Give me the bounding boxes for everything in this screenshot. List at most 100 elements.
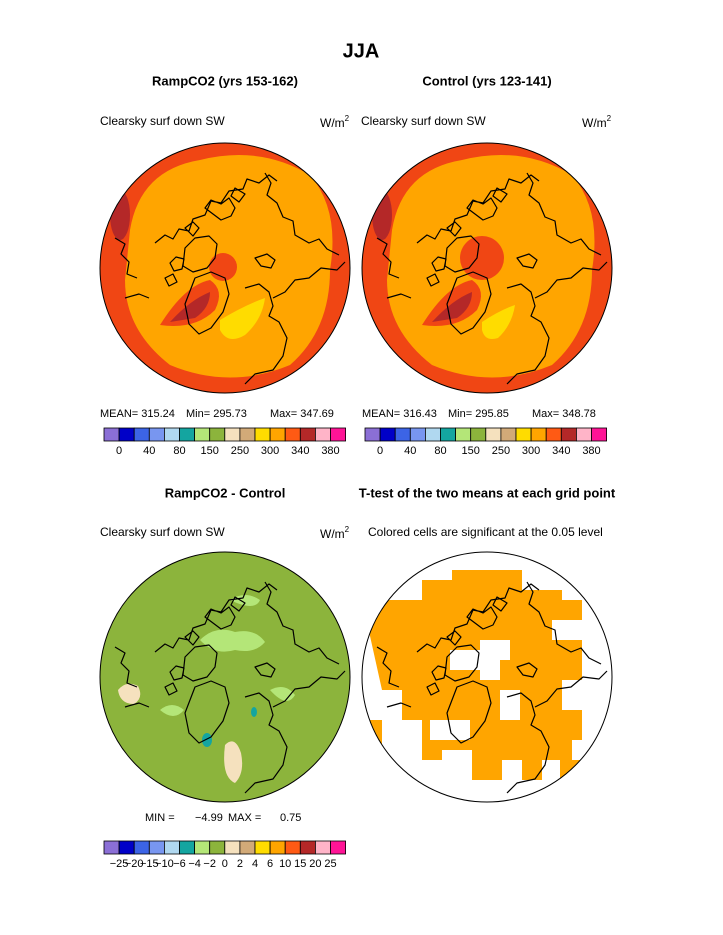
units-sup: 2 — [345, 114, 350, 123]
colorbar-box — [314, 840, 331, 855]
units-sup: 2 — [345, 525, 350, 534]
stat: −4.99 — [195, 812, 223, 824]
variable-label: Clearsky surf down SW — [361, 114, 486, 128]
colorbar-box — [103, 840, 120, 855]
colorbar-box — [224, 840, 241, 855]
colorbar-box — [394, 427, 411, 442]
colorbar-label: 10 — [279, 858, 291, 870]
stat: Max= 348.78 — [532, 408, 596, 420]
colorbar-label: 250 — [231, 445, 249, 457]
colorbar-box — [148, 840, 165, 855]
colorbar-box — [194, 840, 211, 855]
colorbar-label: −6 — [173, 858, 186, 870]
colorbar-label: 2 — [237, 858, 243, 870]
colorbar-label: 150 — [462, 445, 480, 457]
colorbar-label: 340 — [291, 445, 309, 457]
stat: MEAN= 316.43 — [362, 408, 437, 420]
colorbar-label: 0 — [116, 445, 122, 457]
units: W/m — [320, 116, 345, 130]
colorbar-label: 40 — [404, 445, 416, 457]
colorbar-box — [424, 427, 441, 442]
panel-title: Control (yrs 123-141) — [422, 73, 551, 88]
map — [100, 552, 350, 802]
colorbar-label: 380 — [321, 445, 339, 457]
colorbar-box — [284, 840, 301, 855]
colorbar-label: 0 — [222, 858, 228, 870]
colorbar-box — [254, 427, 271, 442]
colorbar-box — [515, 427, 532, 442]
colorbar-box — [224, 427, 241, 442]
units-label: W/m2 — [320, 114, 350, 130]
units-sup: 2 — [607, 114, 612, 123]
units: W/m — [582, 116, 607, 130]
colorbar-box — [500, 427, 517, 442]
colorbar-label: 6 — [267, 858, 273, 870]
colorbar-box — [545, 427, 562, 442]
colorbar-label: 80 — [434, 445, 446, 457]
colorbar-box — [118, 840, 135, 855]
colorbar-box — [269, 840, 286, 855]
colorbar-box — [299, 427, 316, 442]
colorbar-box — [133, 840, 150, 855]
units: W/m — [320, 527, 345, 541]
colorbar-label: −10 — [155, 858, 174, 870]
map — [100, 143, 350, 393]
colorbar-box — [163, 427, 180, 442]
colorbar-label: −2 — [203, 858, 216, 870]
colorbar-label: 20 — [309, 858, 321, 870]
colorbar-label: −15 — [140, 858, 159, 870]
stat: Min= 295.85 — [448, 408, 509, 420]
variable-label: Clearsky surf down SW — [100, 114, 225, 128]
colorbar-box — [330, 427, 347, 442]
colorbar-label: 15 — [294, 858, 306, 870]
colorbar-box — [284, 427, 301, 442]
units-label: W/m2 — [320, 525, 350, 541]
map — [362, 143, 612, 393]
map — [362, 552, 612, 802]
stat: 0.75 — [280, 812, 301, 824]
colorbar-label: 250 — [492, 445, 510, 457]
colorbar-box — [299, 840, 316, 855]
stat: MAX = — [228, 812, 261, 824]
colorbar-box — [379, 427, 396, 442]
colorbar-label: −20 — [125, 858, 144, 870]
colorbar-box — [485, 427, 502, 442]
colorbar-box — [455, 427, 472, 442]
colorbar-box — [440, 427, 457, 442]
colorbar-label: −25 — [110, 858, 129, 870]
colorbar-box — [209, 840, 226, 855]
colorbar-label: 300 — [261, 445, 279, 457]
colorbar-box — [148, 427, 165, 442]
colorbar-label: 150 — [201, 445, 219, 457]
units-label: W/m2 — [582, 114, 612, 130]
colorbar-label: 0 — [377, 445, 383, 457]
colorbar-box — [209, 427, 226, 442]
colorbar-box — [576, 427, 592, 442]
colorbar-box — [239, 427, 256, 442]
panel-title: T-test of the two means at each grid poi… — [359, 485, 616, 500]
stat: MIN = — [145, 812, 175, 824]
colorbar-box — [163, 840, 180, 855]
colorbar-box — [530, 427, 547, 442]
colorbar-box — [314, 427, 331, 442]
colorbar-box — [409, 427, 426, 442]
colorbar-label: 40 — [143, 445, 155, 457]
colorbar-label: 80 — [173, 445, 185, 457]
map-outline — [99, 551, 351, 803]
colorbar-box — [560, 427, 577, 442]
map-outline — [361, 142, 613, 394]
colorbar-box — [179, 840, 196, 855]
note: Colored cells are significant at the 0.0… — [368, 525, 603, 539]
colorbar-label: 25 — [324, 858, 336, 870]
stat: Max= 347.69 — [270, 408, 334, 420]
colorbar-label: 380 — [582, 445, 600, 457]
colorbar-box — [470, 427, 487, 442]
panel-title: RampCO2 - Control — [165, 485, 286, 500]
colorbar-label: 340 — [552, 445, 570, 457]
colorbar-box — [194, 427, 211, 442]
colorbar-label: 4 — [252, 858, 258, 870]
colorbar-label: 300 — [522, 445, 540, 457]
variable-label: Clearsky surf down SW — [100, 525, 225, 539]
map-outline — [361, 551, 613, 803]
